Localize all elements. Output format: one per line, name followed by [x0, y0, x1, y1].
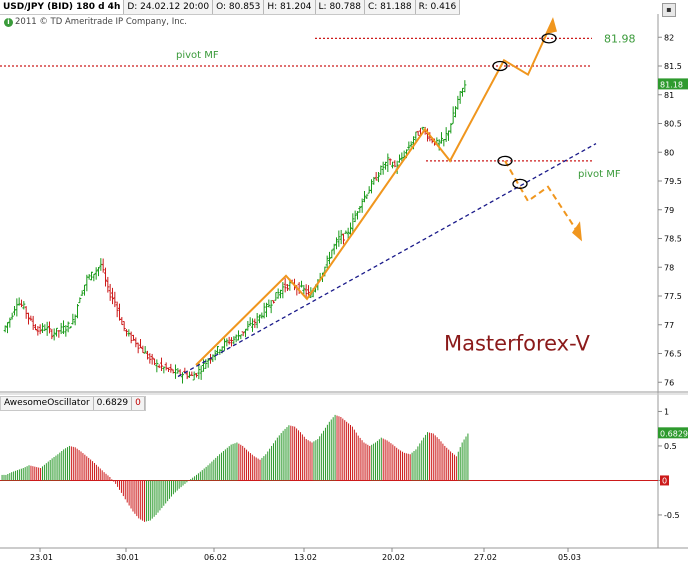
price-tick-label: 80.5: [664, 120, 682, 129]
price-tick-label: 76.5: [664, 350, 682, 359]
pivot-upper-label: pivot MF: [176, 50, 219, 61]
symbol-label[interactable]: USD/JPY (BID) 180 d 4h: [0, 0, 125, 14]
pivot-lower-label: pivot MF: [578, 169, 621, 180]
wave-arrow-down: [572, 221, 582, 242]
price-tick-label: 77.5: [664, 292, 682, 301]
oscillator-name[interactable]: AwesomeOscillator: [1, 397, 94, 410]
x-tick-label: 06.02: [204, 553, 227, 562]
chart-settings-button[interactable]: ▪: [662, 3, 676, 17]
x-tick-label: 27.02: [474, 553, 497, 562]
x-tick-label: 05.03: [558, 553, 581, 562]
wave-arrow-up: [545, 17, 557, 35]
marker-ellipse: [541, 33, 557, 44]
price-tick-label: 81.5: [664, 62, 682, 71]
trend-line: [177, 143, 597, 378]
copyright-row: i 2011 © TD Ameritrade IP Company, Inc.: [4, 17, 187, 27]
oscillator-zero: 0: [132, 397, 145, 410]
price-tick-label: 77: [664, 321, 674, 330]
wave-path: [195, 19, 554, 366]
low-label: L: 80.788: [316, 0, 365, 14]
date-label: D: 24.02.12 20:00: [124, 0, 214, 14]
marker-ellipse: [497, 155, 513, 167]
price-plot-area: [0, 14, 658, 392]
open-label: O: 80.853: [213, 0, 265, 14]
chart-header: USD/JPY (BID) 180 d 4h D: 24.02.12 20:00…: [0, 0, 461, 15]
range-label: R: 0.416: [416, 0, 461, 14]
osc-tick-label: 1: [664, 407, 669, 416]
osc-value-tag: 0.6829: [660, 429, 688, 438]
last-price-tag-bg: [658, 78, 688, 90]
x-tick-label: 30.01: [116, 553, 139, 562]
watermark-text: Masterforex-V: [444, 332, 590, 356]
marker-ellipse: [512, 178, 528, 190]
marker-ellipse: [492, 60, 508, 72]
price-tick-label: 78.5: [664, 235, 682, 244]
osc-zero-tag-bg: [660, 475, 669, 486]
x-tick-label: 13.02: [294, 553, 317, 562]
price-tick-label: 82: [664, 33, 674, 42]
price-tick-label: 79: [664, 206, 674, 215]
osc-value-tag-bg: [658, 427, 688, 439]
close-label: C: 81.188: [365, 0, 416, 14]
last-price-tag: 81.18: [660, 80, 683, 89]
axis-strip: [658, 14, 688, 562]
oscillator-value: 0.6829: [94, 397, 133, 410]
price-tick-label: 79.5: [664, 177, 682, 186]
info-icon[interactable]: i: [4, 17, 13, 27]
high-label: H: 81.204: [264, 0, 316, 14]
osc-zero-tag: 0: [662, 476, 667, 485]
oscillator-header: AwesomeOscillator 0.6829 0: [0, 396, 146, 411]
copyright-text: 2011 © TD Ameritrade IP Company, Inc.: [15, 17, 187, 27]
osc-tick-label: -0.5: [664, 511, 680, 520]
wave-alt-path: [504, 160, 581, 237]
osc-tick-label: 0.5: [664, 442, 677, 451]
price-tick-label: 78: [664, 263, 674, 272]
x-tick-label: 23.01: [30, 553, 53, 562]
target-label: 81.98: [604, 32, 636, 45]
x-tick-label: 20.02: [382, 553, 405, 562]
price-tick-label: 76: [664, 378, 674, 387]
price-tick-label: 81: [664, 91, 674, 100]
price-tick-label: 80: [664, 148, 674, 157]
